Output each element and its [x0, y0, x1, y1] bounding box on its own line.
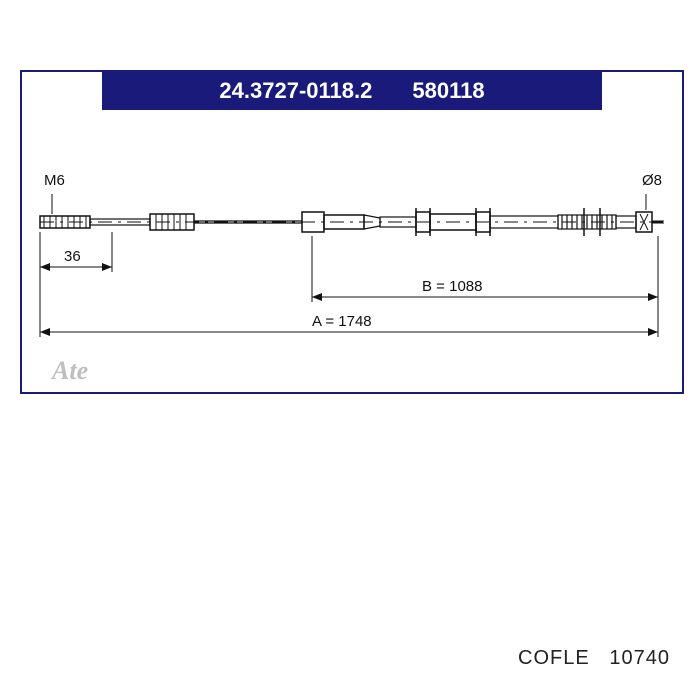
part-code-1: 24.3727-0118.2: [219, 78, 372, 104]
label-dim-b: B = 1088: [422, 278, 482, 295]
cable-drawing: [22, 122, 682, 382]
label-dim-a: A = 1748: [312, 313, 372, 330]
label-thread: M6: [44, 172, 65, 189]
brand-name: COFLE: [518, 647, 590, 669]
diagram-frame: 24.3727-0118.2 580118: [20, 70, 684, 394]
label-diameter: Ø8: [642, 172, 662, 189]
part-number: 10740: [609, 647, 670, 669]
header-bar: 24.3727-0118.2 580118: [102, 72, 602, 110]
diagram-area: M6 Ø8 36 B = 1088 A = 1748: [22, 122, 682, 382]
brand-logo: Ate: [52, 356, 88, 386]
bottom-brand: COFLE 10740: [518, 647, 670, 670]
label-dim-36: 36: [64, 248, 81, 265]
part-code-2: 580118: [412, 78, 484, 104]
